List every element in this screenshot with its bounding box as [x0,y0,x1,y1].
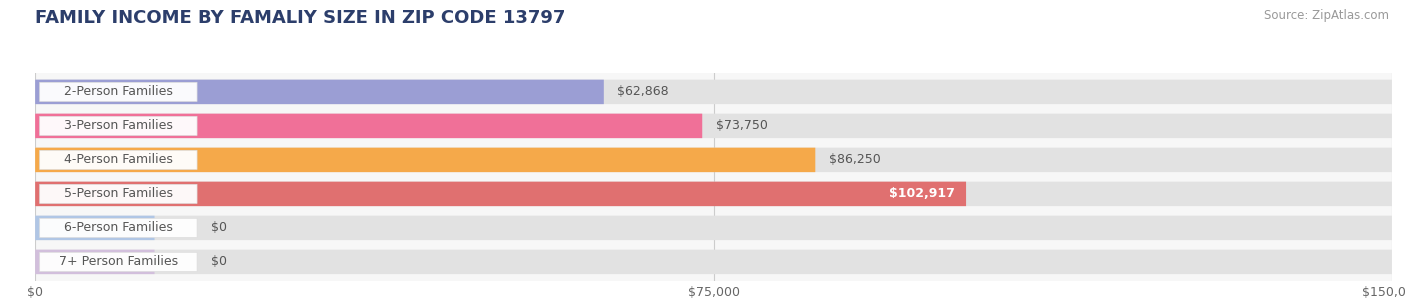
FancyBboxPatch shape [35,148,1392,172]
FancyBboxPatch shape [39,116,197,135]
Text: 5-Person Families: 5-Person Families [63,187,173,200]
FancyBboxPatch shape [35,182,966,206]
Text: 4-Person Families: 4-Person Families [63,153,173,167]
FancyBboxPatch shape [39,82,197,102]
Text: $0: $0 [211,255,226,268]
FancyBboxPatch shape [39,218,197,238]
Text: $86,250: $86,250 [830,153,880,167]
FancyBboxPatch shape [39,252,197,271]
Text: $73,750: $73,750 [716,119,768,132]
Text: 3-Person Families: 3-Person Families [63,119,173,132]
Text: $102,917: $102,917 [890,187,955,200]
FancyBboxPatch shape [35,216,155,240]
FancyBboxPatch shape [39,184,197,203]
FancyBboxPatch shape [35,114,702,138]
Text: $0: $0 [211,221,226,235]
FancyBboxPatch shape [35,250,1392,274]
FancyBboxPatch shape [35,80,1392,104]
Text: 2-Person Families: 2-Person Families [63,85,173,99]
Text: 6-Person Families: 6-Person Families [63,221,173,235]
FancyBboxPatch shape [35,114,1392,138]
Text: FAMILY INCOME BY FAMALIY SIZE IN ZIP CODE 13797: FAMILY INCOME BY FAMALIY SIZE IN ZIP COD… [35,9,565,27]
Text: 7+ Person Families: 7+ Person Families [59,255,179,268]
FancyBboxPatch shape [35,80,603,104]
FancyBboxPatch shape [35,216,1392,240]
FancyBboxPatch shape [35,148,815,172]
Text: $62,868: $62,868 [617,85,669,99]
FancyBboxPatch shape [35,182,1392,206]
FancyBboxPatch shape [35,250,155,274]
Text: Source: ZipAtlas.com: Source: ZipAtlas.com [1264,9,1389,22]
FancyBboxPatch shape [39,150,197,170]
